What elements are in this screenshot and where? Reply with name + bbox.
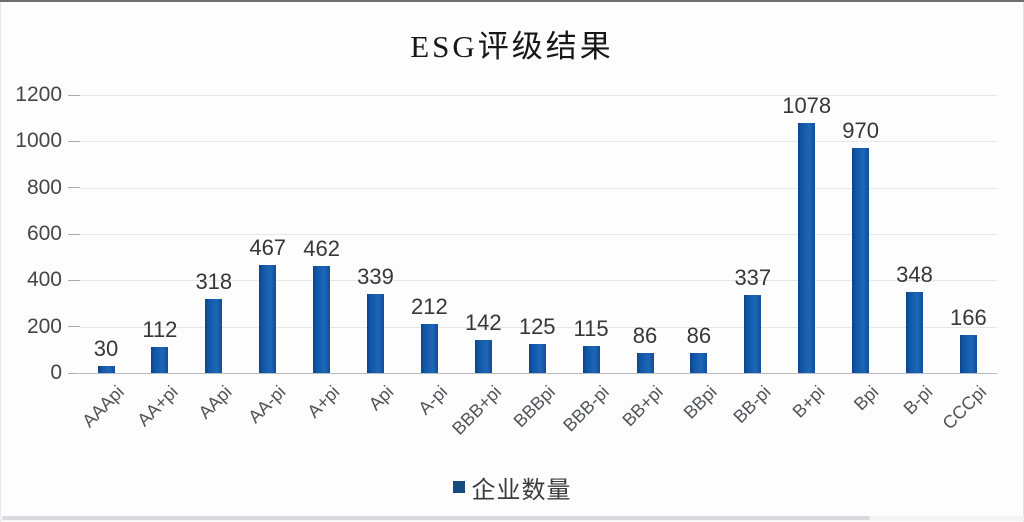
bar-value-label-BBB+pi: 142 bbox=[464, 310, 502, 335]
bar-value-label-B+pi: 1078 bbox=[782, 93, 832, 118]
bar-AAApi bbox=[97, 366, 115, 373]
bar-B-pi bbox=[906, 292, 923, 373]
bar-Bpi bbox=[852, 148, 870, 373]
bar-value-label-AAApi: 30 bbox=[93, 336, 119, 361]
bar-AA-pi bbox=[259, 265, 277, 373]
legend: 企业数量 bbox=[0, 473, 1024, 504]
bar-value-label-Bpi: 970 bbox=[842, 118, 879, 143]
y-tick-1000 bbox=[68, 140, 80, 142]
bar-Api bbox=[367, 294, 384, 373]
legend-label: 企业数量 bbox=[471, 476, 572, 504]
bar-B+pi bbox=[798, 123, 816, 373]
gridline-800 bbox=[80, 187, 997, 189]
legend-marker-square bbox=[452, 481, 465, 493]
bar-BBB+pi bbox=[474, 340, 492, 373]
bar-value-label-BB+pi: 86 bbox=[632, 323, 658, 348]
bar-value-label-BBB-pi: 115 bbox=[573, 316, 609, 341]
y-tick-400 bbox=[68, 279, 80, 281]
bar-value-label-AA-pi: 467 bbox=[249, 235, 287, 260]
window-left-border bbox=[0, 2, 1, 522]
bar-BBBpi bbox=[528, 344, 546, 373]
y-tick-600 bbox=[68, 233, 80, 235]
gridline-200 bbox=[80, 326, 997, 328]
bar-value-label-AApi: 318 bbox=[195, 269, 233, 294]
bar-value-label-B-pi: 348 bbox=[896, 262, 933, 287]
window-top-border bbox=[0, 0, 1024, 2]
horizontal-scrollbar[interactable] bbox=[0, 516, 1024, 521]
y-tick-1200 bbox=[68, 94, 80, 96]
bar-value-label-CCCpi: 166 bbox=[950, 305, 987, 330]
y-tick-label-200: 200 bbox=[26, 314, 62, 338]
y-tick-label-1200: 1200 bbox=[15, 83, 62, 106]
plot-area: 30 112 318 467 462 339 212 142 125 115 86 86 337 1078… bbox=[68, 93, 997, 374]
y-tick-label-800: 800 bbox=[26, 175, 62, 199]
bar-value-label-AA+pi: 112 bbox=[142, 317, 178, 342]
chart-title: ESG评级结果 bbox=[410, 29, 614, 64]
y-tick-200 bbox=[68, 326, 80, 328]
bar-CCCpi bbox=[959, 335, 977, 373]
gridline-400 bbox=[80, 280, 997, 282]
y-axis: 0 200 400 600 800 1000 1200 bbox=[0, 83, 64, 384]
scrollbar-thumb[interactable] bbox=[2, 516, 870, 520]
bar-value-label-BBBpi: 125 bbox=[518, 314, 556, 339]
bar-AApi bbox=[205, 299, 223, 373]
bar-value-label-BB-pi: 337 bbox=[734, 265, 772, 290]
y-tick-label-600: 600 bbox=[26, 222, 62, 245]
bar-value-label-BBpi: 86 bbox=[686, 323, 712, 348]
bar-A+pi bbox=[313, 266, 331, 373]
bar-AA+pi bbox=[151, 347, 169, 373]
bar-value-label-A+pi: 462 bbox=[303, 236, 340, 261]
bar-A-pi bbox=[420, 324, 438, 373]
x-axis-line bbox=[75, 373, 997, 374]
gridline-1000 bbox=[80, 141, 997, 143]
gridline-600 bbox=[80, 234, 997, 235]
gridline-1200 bbox=[80, 95, 997, 96]
y-tick-label-1000: 1000 bbox=[15, 129, 62, 153]
bar-BB-pi bbox=[744, 295, 762, 373]
bar-BB+pi bbox=[636, 353, 654, 373]
bar-BBpi bbox=[690, 353, 708, 373]
bar-value-label-Api: 339 bbox=[357, 264, 394, 289]
y-tick-label-0: 0 bbox=[50, 361, 62, 384]
y-tick-0 bbox=[68, 372, 80, 374]
y-tick-800 bbox=[68, 187, 80, 189]
bar-BBB-pi bbox=[582, 346, 600, 373]
y-tick-label-400: 400 bbox=[26, 268, 62, 292]
bar-value-label-A-pi: 212 bbox=[411, 294, 448, 319]
